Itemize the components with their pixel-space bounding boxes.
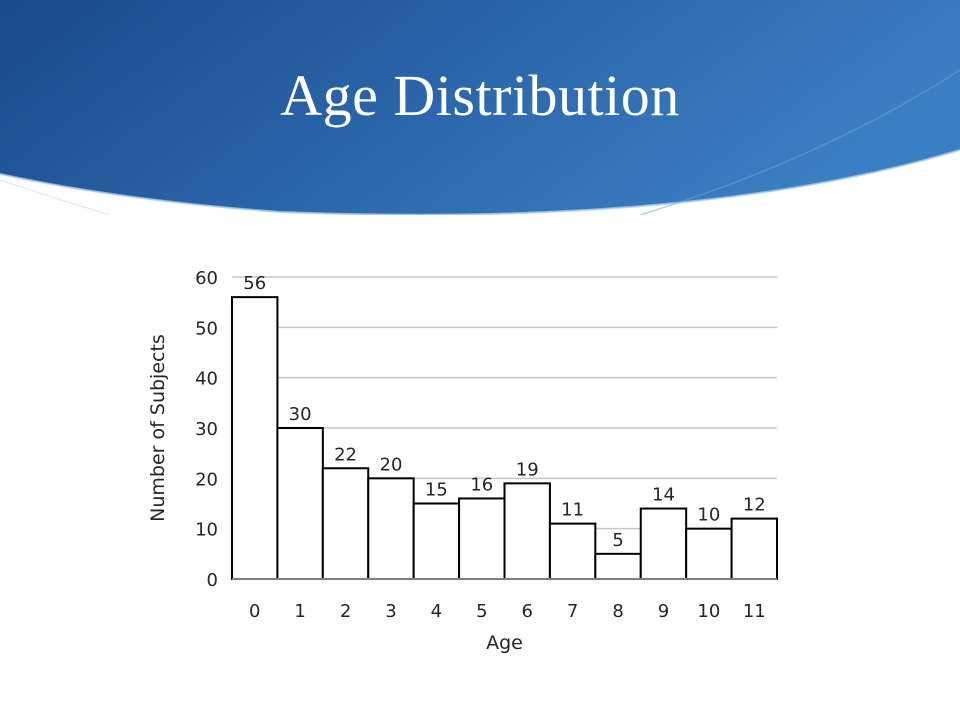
x-tick-label: 11 xyxy=(743,601,766,622)
bar xyxy=(548,522,597,581)
data-label: 20 xyxy=(380,454,403,475)
bar xyxy=(321,467,370,580)
data-label: 10 xyxy=(697,505,720,526)
data-label: 11 xyxy=(561,500,584,521)
bar xyxy=(367,477,415,581)
data-label: 19 xyxy=(516,459,539,480)
data-labels: 56 30 22 20 15 16 19 11 5 14 10 12 xyxy=(243,273,765,551)
x-tick-label: 8 xyxy=(612,601,623,622)
y-axis-ticks: 0 10 20 30 40 50 60 xyxy=(195,268,218,591)
bar xyxy=(730,517,778,580)
bar xyxy=(503,482,551,580)
bar xyxy=(685,527,733,581)
y-tick-label: 20 xyxy=(195,469,218,490)
data-label: 5 xyxy=(612,530,623,551)
bar xyxy=(458,497,506,581)
y-tick-label: 30 xyxy=(195,419,218,440)
y-tick-label: 10 xyxy=(195,520,218,541)
y-tick-label: 40 xyxy=(195,369,218,390)
data-label: 22 xyxy=(334,444,357,465)
x-tick-label: 7 xyxy=(567,601,578,622)
x-axis-title: Age xyxy=(486,632,523,654)
y-tick-label: 0 xyxy=(207,570,218,591)
bar xyxy=(231,296,279,580)
bars xyxy=(231,296,778,581)
data-label: 12 xyxy=(743,495,766,516)
slide-header: Age Distribution xyxy=(0,0,960,216)
bar xyxy=(639,507,688,580)
x-tick-label: 4 xyxy=(431,601,442,622)
header-background xyxy=(0,0,960,216)
x-tick-label: 1 xyxy=(294,601,305,622)
x-tick-label: 10 xyxy=(697,601,720,622)
data-label: 15 xyxy=(425,480,448,501)
x-axis-ticks: 0 1 2 3 4 5 6 7 8 9 10 11 xyxy=(249,601,766,622)
x-tick-label: 3 xyxy=(385,601,396,622)
bar xyxy=(594,552,642,580)
slide-title: Age Distribution xyxy=(280,63,680,128)
data-label: 30 xyxy=(289,404,312,425)
bar xyxy=(412,502,461,580)
data-label: 16 xyxy=(470,474,493,495)
data-label: 56 xyxy=(243,273,266,294)
x-tick-label: 5 xyxy=(476,601,487,622)
y-tick-label: 50 xyxy=(195,318,218,339)
y-tick-label: 60 xyxy=(195,268,218,289)
x-tick-label: 2 xyxy=(340,601,351,622)
x-tick-label: 6 xyxy=(521,601,532,622)
bar xyxy=(276,427,324,580)
data-label: 14 xyxy=(652,485,675,506)
x-tick-label: 9 xyxy=(658,601,669,622)
x-tick-label: 0 xyxy=(249,601,260,622)
y-axis-title: Number of Subjects xyxy=(147,334,169,522)
